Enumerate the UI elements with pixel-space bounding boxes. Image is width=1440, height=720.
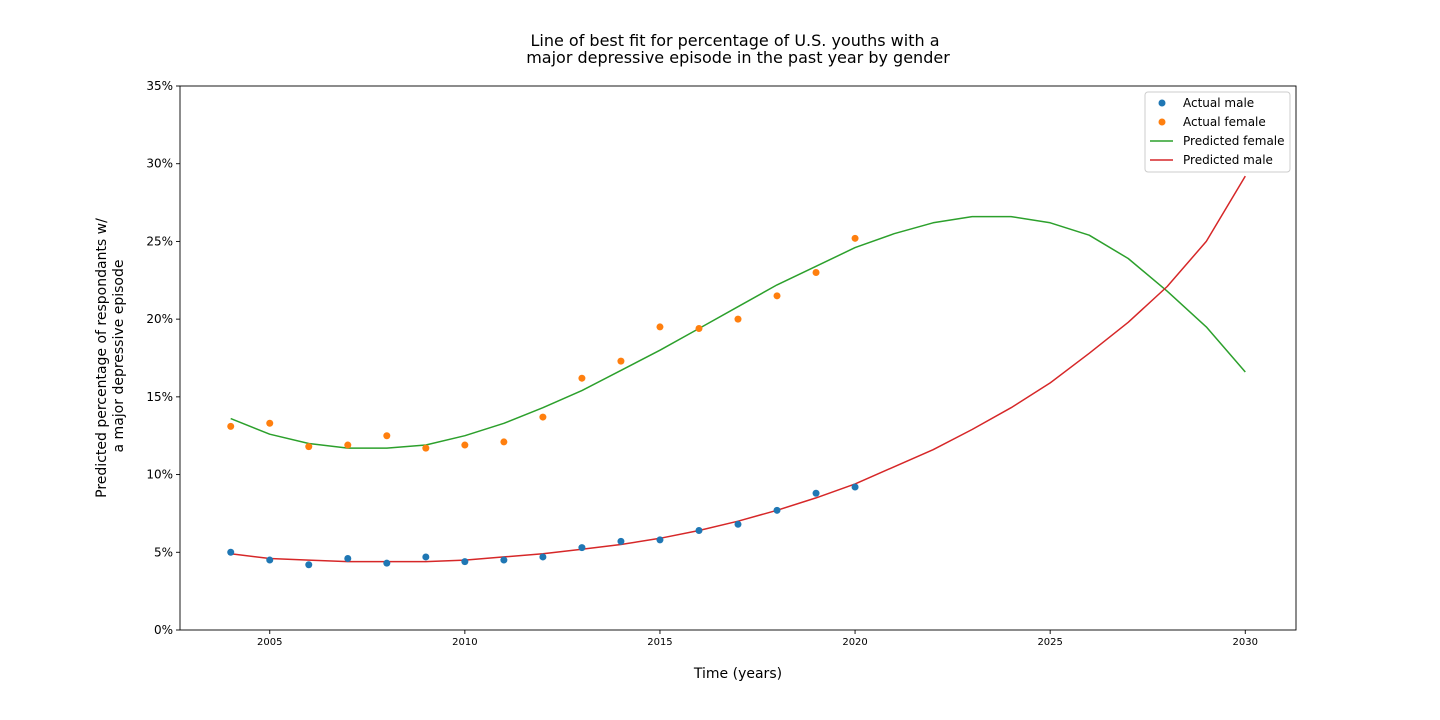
data-point-actual-female (695, 324, 703, 332)
x-tick-label: 2020 (842, 637, 867, 648)
y-tick-label: 10% (146, 468, 173, 482)
data-point-actual-female (227, 422, 235, 430)
data-point-actual-male (227, 548, 235, 556)
legend-box (1144, 91, 1291, 173)
legend-marker (1158, 118, 1166, 126)
data-point-actual-male (344, 555, 352, 563)
data-point-actual-female (851, 234, 859, 242)
y-axis-title-line-2: a major depressive episode (111, 260, 127, 453)
y-tick-label: 0% (154, 623, 173, 637)
data-point-actual-male (266, 556, 274, 564)
y-axis-title: Predicted percentage of respondants w/ a… (94, 218, 127, 498)
data-point-actual-male (734, 520, 742, 528)
data-point-actual-male (812, 489, 820, 497)
chart-title-line-2: major depressive episode in the past yea… (526, 48, 950, 67)
data-point-actual-male (461, 558, 469, 566)
data-point-actual-male (773, 506, 781, 514)
data-point-actual-female (500, 438, 508, 446)
data-point-actual-female (812, 269, 820, 277)
legend-label: Predicted female (1183, 134, 1285, 148)
x-tick-label: 2005 (257, 637, 282, 648)
data-point-actual-male (617, 537, 625, 545)
plot-frame (179, 85, 1297, 631)
chart-title-line-1: Line of best fit for percentage of U.S. … (530, 31, 939, 50)
y-tick-label: 30% (146, 157, 173, 171)
data-point-actual-female (578, 374, 586, 382)
legend: Actual male Actual female Predicted female… (1144, 91, 1291, 173)
x-tick-label: 2030 (1233, 637, 1258, 648)
data-point-actual-female (422, 444, 430, 452)
data-point-actual-male (851, 483, 859, 491)
data-point-actual-female (461, 441, 469, 449)
y-tick-label: 20% (146, 312, 173, 326)
data-point-actual-male (656, 536, 664, 544)
plot-area: 0% 5% 10% 15% 20% 25% 30% 35% 2005 2010 2015 2020 20… (146, 79, 1297, 648)
chart-title: Line of best fit for percentage of U.S. … (526, 31, 950, 67)
y-axis-title-line-1: Predicted percentage of respondants w/ (94, 218, 110, 498)
data-point-actual-female (305, 443, 313, 451)
data-point-actual-male (578, 544, 586, 552)
data-point-actual-female (539, 413, 547, 421)
data-point-actual-female (656, 323, 664, 331)
x-tick-label: 2010 (452, 637, 477, 648)
legend-label: Predicted male (1183, 153, 1273, 167)
series-line-predicted-male (230, 175, 1246, 563)
data-point-actual-female (617, 357, 625, 365)
data-point-actual-female (383, 432, 391, 440)
legend-marker (1158, 99, 1166, 107)
x-tick-label: 2025 (1037, 637, 1062, 648)
data-point-actual-male (539, 553, 547, 561)
data-point-actual-male (383, 559, 391, 567)
y-tick-label: 15% (146, 390, 173, 404)
y-tick-label: 35% (146, 79, 173, 93)
data-point-actual-male (695, 527, 703, 535)
legend-label: Actual female (1183, 115, 1266, 129)
x-tick-label: 2015 (647, 637, 672, 648)
data-point-actual-female (773, 292, 781, 300)
data-point-actual-male (500, 556, 508, 564)
legend-label: Actual male (1183, 96, 1254, 110)
data-point-actual-male (305, 561, 313, 569)
y-tick-label: 25% (146, 234, 173, 248)
data-point-actual-male (422, 553, 430, 561)
series-line-predicted-female (230, 215, 1246, 449)
data-point-actual-female (734, 315, 742, 323)
data-point-actual-female (344, 441, 352, 449)
data-point-actual-female (266, 419, 274, 427)
y-tick-label: 5% (154, 545, 173, 559)
x-axis-title: Time (years) (693, 666, 782, 682)
